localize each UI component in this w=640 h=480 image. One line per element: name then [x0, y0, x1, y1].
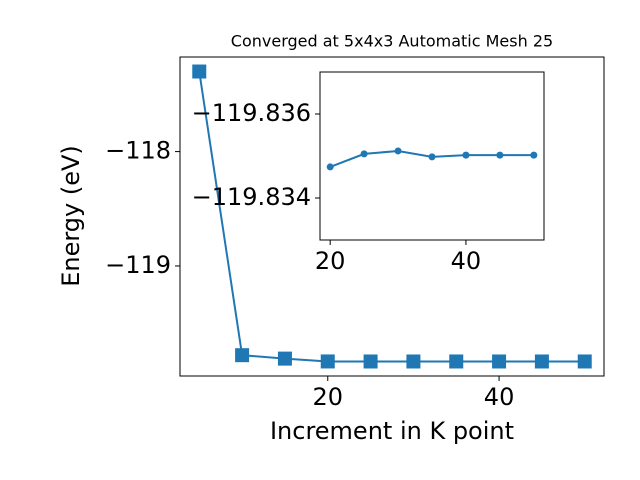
chart-title: Converged at 5x4x3 Automatic Mesh 25 [231, 32, 553, 51]
marker [406, 354, 421, 369]
marker [428, 153, 436, 161]
marker [192, 64, 207, 79]
x-tick-label: 20 [315, 247, 346, 275]
x-tick-label: 40 [484, 383, 515, 411]
marker [577, 354, 592, 369]
y-tick-label: −118 [105, 137, 171, 165]
marker [394, 147, 402, 155]
y-tick-label: −119.836 [192, 99, 311, 127]
y-axis-label: Energy (eV) [57, 145, 85, 287]
marker [492, 354, 507, 369]
marker [449, 354, 464, 369]
y-tick-label: −119 [105, 251, 171, 279]
marker [320, 354, 335, 369]
marker [530, 151, 538, 159]
marker [277, 351, 292, 366]
y-tick-label: −119.834 [192, 183, 311, 211]
x-tick-label: 40 [451, 247, 482, 275]
axes-frame [319, 71, 545, 241]
marker [363, 354, 378, 369]
axes-frame [179, 56, 605, 377]
marker [326, 163, 334, 171]
marker [496, 151, 504, 159]
x-axis-label: Increment in K point [270, 417, 514, 445]
marker [534, 354, 549, 369]
marker [462, 151, 470, 159]
line [198, 71, 585, 363]
marker [360, 150, 368, 158]
marker [235, 348, 250, 363]
x-tick-label: 20 [312, 383, 343, 411]
